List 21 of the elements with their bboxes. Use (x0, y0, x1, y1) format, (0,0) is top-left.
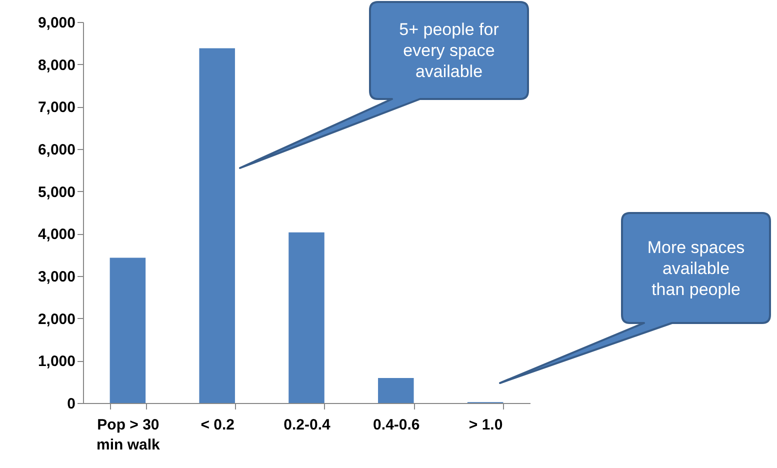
text: More spaces available than people (646, 236, 746, 300)
bar (110, 258, 146, 403)
x-tick-label: < 0.2 (200, 416, 234, 434)
y-tick-label: 9,000 (38, 14, 76, 32)
y-tick-label: 3,000 (38, 268, 76, 286)
y-tick-label: 8,000 (38, 56, 76, 74)
y-tick-label: 4,000 (38, 226, 76, 244)
bar (288, 232, 324, 403)
x-tick-label: 0.4-0.6 (373, 416, 420, 434)
y-tick-label: 2,000 (38, 310, 76, 328)
y-tick-label: 5,000 (38, 184, 76, 201)
annotation: 5+ people for every space available (398, 19, 500, 82)
y-tick-label: 7,000 (38, 99, 76, 116)
y-tick-label: 0 (67, 396, 76, 412)
bar (199, 48, 235, 403)
y-tick-label: 1,000 (38, 353, 76, 370)
y-tick-label: 6,000 (38, 142, 76, 158)
x-tick-label: > 1.0 (468, 416, 503, 434)
x-tick-label: 0.2-0.4 (284, 416, 332, 434)
x-tick-label: Pop > 30 min walk (96, 416, 161, 454)
bar (378, 378, 414, 403)
